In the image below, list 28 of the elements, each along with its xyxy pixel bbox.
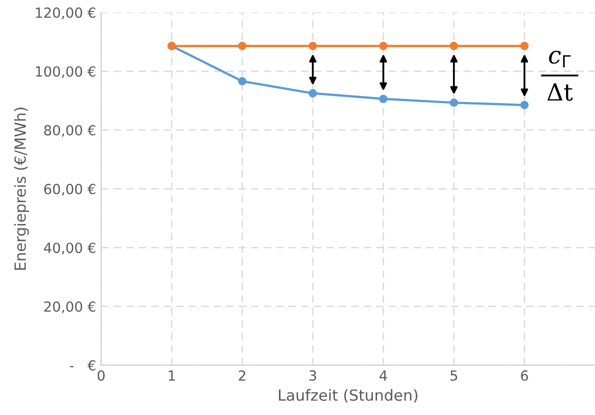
x-tick-label: 6 — [521, 370, 528, 381]
x-tick-label: 0 — [98, 370, 105, 381]
x-tick-label: 5 — [450, 370, 458, 381]
point — [238, 42, 246, 50]
y-tick-label: - € — [70, 360, 96, 371]
y-tick-label: 100,00 € — [36, 66, 96, 78]
point — [520, 100, 529, 110]
y-tick-label: 60,00 € — [44, 184, 96, 196]
x-tick-label: 3 — [309, 370, 316, 381]
x-tick-label: 2 — [238, 370, 246, 381]
point — [308, 42, 317, 50]
point — [308, 89, 317, 98]
point — [450, 42, 458, 50]
x-tick-label: 1 — [168, 370, 175, 381]
x-tick-label: 4 — [380, 370, 387, 381]
point — [379, 94, 388, 104]
y-tick-label: 80,00 € — [44, 125, 96, 137]
point — [520, 42, 529, 50]
point — [379, 42, 388, 50]
point — [450, 98, 458, 107]
y-tick-label: 40,00 € — [44, 242, 96, 255]
x-axis-title: Laufzeit (Stunden) — [278, 389, 418, 403]
y-tick-label: 20,00 € — [44, 301, 96, 314]
y-axis-title: Energiepreis (€/MWh) — [14, 108, 29, 270]
annotation: Δt — [547, 83, 573, 101]
y-tick-label: 120,00 € — [36, 7, 96, 20]
point — [238, 77, 246, 86]
annotation: c$_{Γ}$ — [549, 50, 571, 68]
